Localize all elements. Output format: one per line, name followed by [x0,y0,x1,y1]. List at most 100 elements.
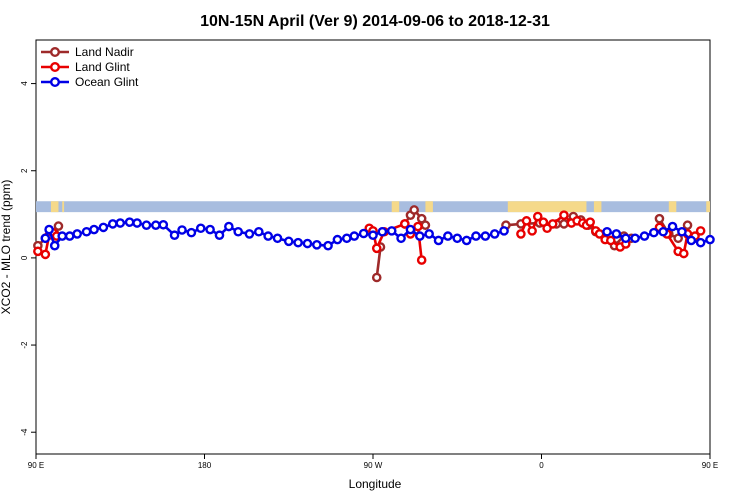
ocean-glint-point [49,240,60,251]
ocean-band [36,201,710,213]
ocean-glint-point [272,233,283,244]
ocean-glint-point [195,223,206,234]
ocean-glint-point [471,231,481,241]
ocean-glint-point [433,235,444,246]
ocean-glint-point [169,230,180,241]
y-tick-label: -4 [20,428,29,436]
ocean-glint-point [312,240,322,250]
ocean-glint-point [667,221,678,232]
land-glint-point [695,226,706,236]
land-patch [668,201,677,213]
land-glint-point [559,210,569,220]
land-nadir-point [409,205,419,215]
ocean-glint-point [263,231,273,241]
ocean-glint-point [81,226,92,237]
ocean-glint-point [214,230,225,241]
land-nadir-point [559,219,569,229]
land-glint-point [585,217,595,227]
land-glint-point [532,211,543,222]
ocean-glint-point [658,226,668,237]
x-axis-label: Longitude [349,477,402,491]
ocean-glint-point [107,219,118,229]
ocean-glint-point [323,240,333,251]
land-glint-point [40,249,51,260]
ocean-glint-point [224,221,234,232]
legend-item-land-glint: Land Glint [41,60,130,74]
legend-label: Land Glint [75,60,130,74]
ocean-glint-point [124,217,135,227]
ocean-glint-point [72,229,82,239]
ocean-glint-point [233,226,243,237]
series-layer [33,205,715,283]
ocean-glint-point [630,233,640,244]
ocean-glint-point [349,231,360,241]
land-ocean-band [36,201,710,213]
x-tick-label: 0 [539,461,544,470]
land-glint-point [547,219,558,229]
ocean-glint-point [341,233,352,244]
y-axis-label: XCO2 - MLO trend (ppm) [0,180,13,315]
y-tick-label: 4 [20,81,29,86]
land-glint-point [371,243,382,254]
ocean-glint-point [705,234,715,245]
ocean-glint-point [302,238,313,249]
ocean-glint-point [358,228,369,239]
legend-label: Ocean Glint [75,75,139,89]
x-axis: 90 E 180 90 W 0 90 E [28,454,718,470]
land-nadir-point [654,213,665,224]
ocean-glint-point [405,224,416,235]
ocean-glint-point [452,233,463,244]
x-tick-label: 90 W [364,461,383,470]
land-nadir-segment [375,246,382,278]
land-glint-point [413,221,423,232]
ocean-glint-point [186,227,197,238]
ocean-glint-point [158,219,169,230]
ocean-glint-point [141,220,152,231]
ocean-glint-point [620,233,631,244]
ocean-glint-point [332,234,343,245]
ocean-glint-point [89,224,99,235]
ocean-glint-point [132,218,142,228]
y-tick-label: -2 [20,341,29,349]
ocean-glint-point [64,231,75,241]
legend-item-ocean-glint: Ocean Glint [41,75,139,89]
ocean-glint-point [386,226,397,236]
ocean-glint-point [205,224,215,235]
y-axis: -4 -2 0 2 4 [20,81,36,436]
ocean-glint-point [40,233,51,244]
legend-label: Land Nadir [75,45,134,59]
ocean-glint-point [44,224,54,235]
legend-marker [50,62,61,73]
x-tick-label: 180 [198,461,212,470]
land-glint-point [527,226,537,236]
ocean-glint-point [377,226,388,237]
land-nadir-point [53,221,64,231]
ocean-glint-point [461,235,472,246]
land-glint-point [400,219,410,229]
land-glint-point [521,216,532,226]
land-patch [62,201,65,213]
land-glint-point [605,235,616,246]
land-patch [593,201,602,213]
ocean-glint-point [115,218,126,228]
ocean-glint-point [677,226,687,237]
ocean-glint-point [443,231,453,241]
legend-marker [50,76,61,87]
land-glint-point [516,229,526,239]
ocean-glint-point [686,235,697,246]
land-nadir-point [420,220,431,231]
land-nadir-point [371,272,382,283]
ocean-glint-point [602,226,612,237]
x-tick-label: 90 E [28,461,44,470]
land-nadir-point [682,220,693,231]
ocean-glint-point [253,226,264,237]
land-glint-point [416,255,427,265]
ocean-glint-point [415,231,425,241]
series-land-nadir [33,205,693,283]
land-patch [425,201,433,213]
land-glint-point [678,248,689,259]
ocean-glint-point [177,225,187,235]
ocean-glint-point [396,233,406,244]
series-ocean-glint [40,217,715,251]
